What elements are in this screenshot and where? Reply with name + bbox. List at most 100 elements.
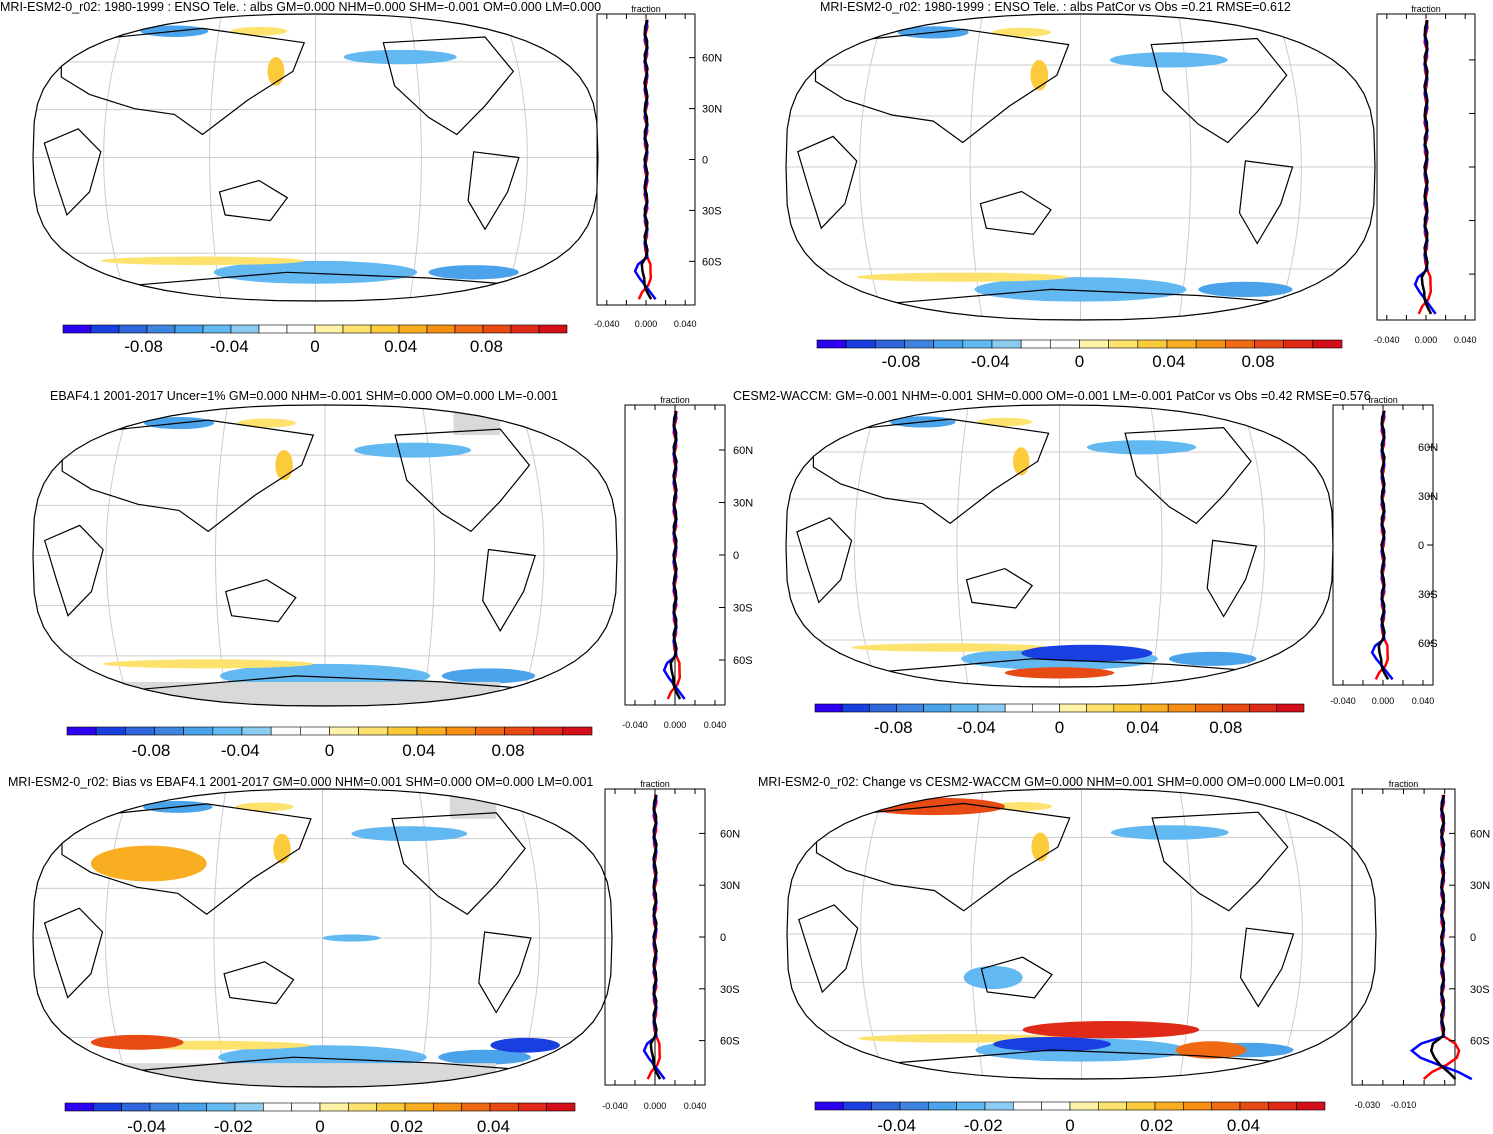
colorbar-box <box>984 1101 1014 1111</box>
lat-tick-label: 30N <box>702 104 722 116</box>
colorbar-box <box>270 726 301 736</box>
colorbar-box <box>1069 1101 1099 1111</box>
continent-outline <box>223 961 295 1005</box>
continent-outline <box>43 128 102 217</box>
colorbar-box <box>1167 703 1196 713</box>
zonal-line <box>669 410 682 700</box>
colorbar: -0.04 -0.02 0 0.02 0.04 <box>64 1102 576 1134</box>
gridline-lon <box>105 405 131 706</box>
anomaly-patch <box>992 27 1052 37</box>
gridline-lon <box>860 789 886 1079</box>
anomaly-patch <box>428 265 519 280</box>
anomaly-patch <box>1168 651 1257 666</box>
x-tick-label: -0.040 <box>1330 696 1356 706</box>
colorbar-box <box>928 1101 957 1111</box>
colorbar: -0.04 -0.02 0 0.02 0.04 <box>814 1101 1326 1134</box>
colorbar-box <box>404 1102 434 1112</box>
zonal-axis-label: fraction <box>631 4 661 14</box>
continent-outline <box>814 28 1070 144</box>
map-border <box>785 404 1334 688</box>
colorbar-label: 0 <box>325 741 334 760</box>
colorbar-box <box>991 339 1022 349</box>
map-border <box>32 788 613 1088</box>
colorbar-box <box>841 703 870 713</box>
colorbar-box <box>376 1102 406 1112</box>
colorbar-box <box>510 324 540 334</box>
colorbar-box <box>1137 339 1168 349</box>
anomaly-patch <box>322 934 381 942</box>
colorbar-box <box>1276 703 1305 713</box>
lat-tick-label: 30S <box>733 603 753 615</box>
colorbar-box <box>433 1102 462 1112</box>
map-panel-4: fraction-0.040 0.000 0.04060N30N030S60S-0.… <box>785 395 1438 737</box>
colorbar-box <box>977 703 1006 713</box>
colorbar-box <box>1254 339 1284 349</box>
continent-outline <box>394 428 531 533</box>
colorbar-label: 0 <box>1055 718 1064 737</box>
colorbar-label: -0.04 <box>971 352 1010 371</box>
map-area <box>33 405 617 706</box>
colorbar-box <box>1126 1101 1156 1111</box>
colorbar-box <box>202 324 232 334</box>
lat-tick-label: 30N <box>1470 880 1490 892</box>
colorbar-box <box>146 324 176 334</box>
colorbar-box <box>1183 1101 1212 1111</box>
anomaly-patch <box>1198 281 1293 298</box>
anomaly-patch <box>1030 59 1049 91</box>
colorbar-box <box>1098 1101 1127 1111</box>
colorbar-box <box>1140 703 1169 713</box>
colorbar-label: -0.08 <box>124 337 163 356</box>
lat-tick-label: 60S <box>1470 1036 1490 1048</box>
colorbar-label: 0.04 <box>402 741 435 760</box>
anomaly-patch <box>235 802 294 812</box>
colorbar-box <box>1154 1101 1184 1111</box>
anomaly-patch <box>90 845 207 882</box>
colorbar-box <box>1195 703 1223 713</box>
colorbar-box <box>387 726 418 736</box>
zonal-axis-label: fraction <box>640 779 670 789</box>
colorbar-box <box>538 324 568 334</box>
x-tick-label: -0.040 <box>1374 335 1400 345</box>
anomaly-patch <box>237 418 296 428</box>
colorbar-box <box>1032 703 1060 713</box>
colorbar-label: -0.04 <box>957 718 996 737</box>
colorbar-box <box>1004 703 1033 713</box>
anomaly-patch <box>354 442 471 458</box>
colorbar-box <box>398 324 428 334</box>
anomaly-patch <box>1021 644 1153 662</box>
gridline-lon <box>1277 789 1303 1079</box>
colorbar-box <box>962 339 993 349</box>
colorbar-label: -0.02 <box>214 1117 253 1134</box>
zonal-axis-label: fraction <box>1368 395 1398 405</box>
lat-tick-label: 60S <box>1418 638 1438 650</box>
colorbar: -0.08 -0.04 0 0.04 0.08 <box>814 703 1305 737</box>
colorbar-label: 0.04 <box>1152 352 1185 371</box>
colorbar-label: 0 <box>1065 1116 1074 1134</box>
colorbar-label: -0.04 <box>127 1117 166 1134</box>
x-tick-label: 0.040 <box>1454 335 1477 345</box>
map-panel-1: fraction-0.040 0.000 0.04060N30N030S60S-0.… <box>32 4 722 356</box>
lat-tick-label: 30S <box>702 205 722 217</box>
zonal-line <box>1429 794 1457 1080</box>
colorbar-box <box>518 1102 547 1112</box>
x-tick-label: 0.040 <box>1412 696 1435 706</box>
continent-outline <box>1124 426 1252 525</box>
x-tick-label: 0.000 <box>644 1101 667 1111</box>
colorbar-box <box>370 324 400 334</box>
colorbar-box <box>1079 339 1109 349</box>
anomaly-patch <box>1110 825 1229 840</box>
panel-title: MRI-ESM2-0_r02: 1980-1999 : ENSO Tele. :… <box>0 0 602 14</box>
anomaly-patch <box>1086 440 1197 455</box>
colorbar-box <box>923 703 952 713</box>
colorbar-box <box>1249 703 1278 713</box>
colorbar-label: 0 <box>1075 352 1084 371</box>
anomaly-patch <box>90 1034 184 1050</box>
colorbar-box <box>814 1101 844 1111</box>
lat-tick-label: 0 <box>733 550 739 562</box>
colorbar-box <box>342 324 372 334</box>
colorbar-box <box>125 726 155 736</box>
colorbar-box <box>1166 339 1197 349</box>
map-border <box>32 404 618 707</box>
x-tick-label: 0.040 <box>704 720 727 730</box>
